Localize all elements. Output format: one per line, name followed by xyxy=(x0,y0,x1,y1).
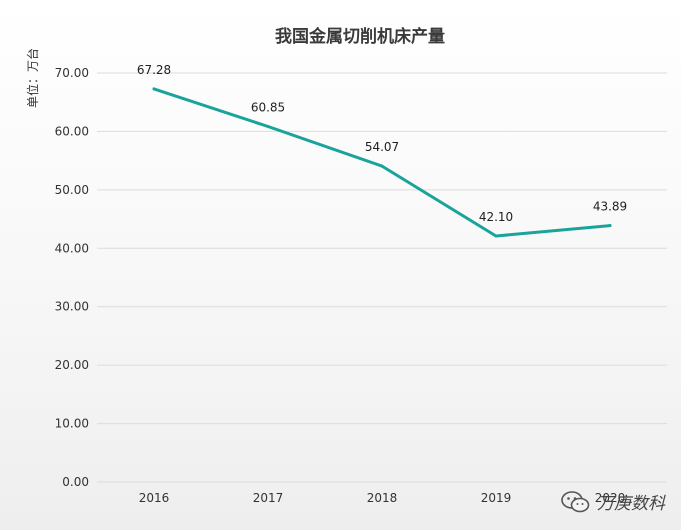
x-tick-label: 2017 xyxy=(253,491,284,505)
y-tick-label: 30.00 xyxy=(55,300,89,314)
watermark: 万庚数科 xyxy=(561,489,665,514)
y-tick-label: 40.00 xyxy=(55,241,89,255)
y-tick-labels: 0.00 10.00 20.00 30.00 40.00 50.00 60.00 70.00 xyxy=(55,66,89,489)
wechat-icon xyxy=(561,490,590,512)
data-point xyxy=(152,87,156,91)
data-point xyxy=(608,224,612,228)
y-tick-label: 70.00 xyxy=(55,66,89,80)
grid-lines xyxy=(97,72,667,483)
y-tick-label: 50.00 xyxy=(55,183,89,197)
x-tick-label: 2016 xyxy=(139,491,170,505)
y-tick-label: 10.00 xyxy=(55,417,89,431)
x-tick-labels: 2016 2017 2018 2019 2020 xyxy=(139,491,626,505)
watermark-text: 万庚数科 xyxy=(597,494,665,514)
data-point xyxy=(266,124,270,128)
chart-title: 我国金属切削机床产量 xyxy=(275,26,445,47)
data-label: 60.85 xyxy=(251,100,285,114)
x-tick-label: 2020 xyxy=(595,491,626,505)
series-layer xyxy=(152,87,612,238)
x-tick-label: 2019 xyxy=(481,491,512,505)
data-point xyxy=(494,234,498,238)
data-labels: 67.28 60.85 54.07 42.10 43.89 xyxy=(137,63,627,224)
data-label: 54.07 xyxy=(365,140,399,154)
y-tick-label: 0.00 xyxy=(62,475,89,489)
series-line xyxy=(152,87,612,238)
x-tick-label: 2018 xyxy=(367,491,398,505)
y-tick-label: 20.00 xyxy=(55,358,89,372)
data-label: 67.28 xyxy=(137,63,171,77)
data-label: 42.10 xyxy=(479,210,513,224)
y-tick-label: 60.00 xyxy=(55,124,89,138)
data-point xyxy=(380,164,384,168)
data-label: 43.89 xyxy=(593,200,627,214)
y-axis-label: 单位：万台 xyxy=(25,48,40,108)
